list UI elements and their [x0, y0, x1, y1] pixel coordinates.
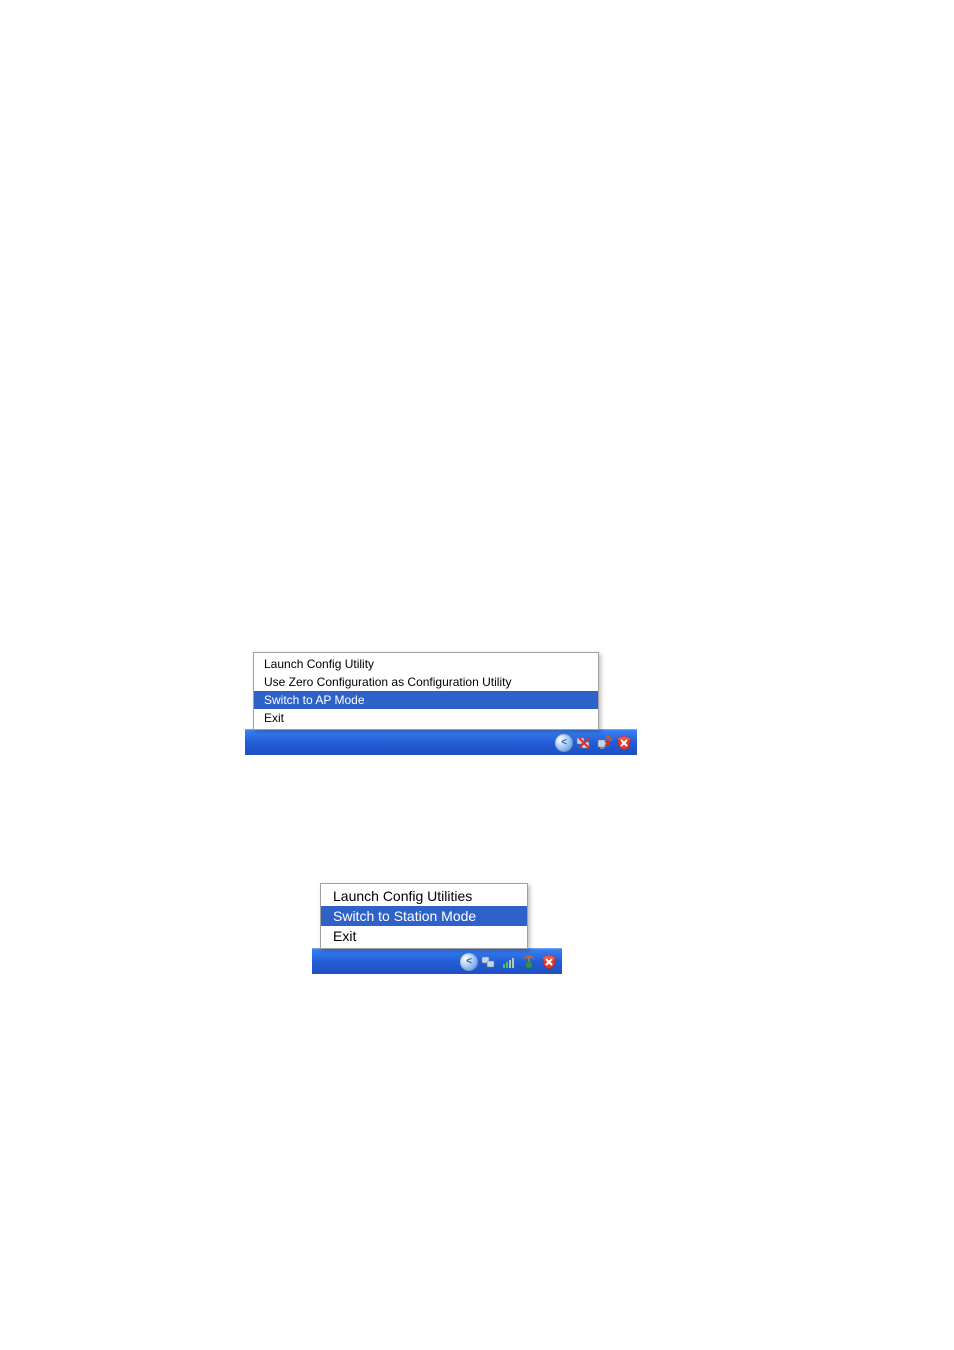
shield-alert-icon-2[interactable] [540, 953, 558, 971]
shield-alert-icon[interactable] [615, 734, 633, 752]
context-menu-block-1: Launch Config Utility Use Zero Configura… [245, 652, 637, 755]
menu-item-switch-station[interactable]: Switch to Station Mode [321, 906, 527, 926]
menu-item-switch-ap[interactable]: Switch to AP Mode [254, 691, 598, 709]
menu-item-launch-config[interactable]: Launch Config Utility [254, 655, 598, 673]
network-icon[interactable] [480, 953, 498, 971]
tray-area-2: < [460, 949, 558, 974]
context-menu-block-2: Launch Config Utilities Switch to Statio… [312, 883, 562, 974]
menu-item-zero-config[interactable]: Use Zero Configuration as Configuration … [254, 673, 598, 691]
network-disconnected-icon[interactable] [575, 734, 593, 752]
taskbar-1: < [245, 729, 637, 755]
taskbar-2: < [312, 948, 562, 974]
tray-chevron-icon[interactable]: < [555, 734, 573, 752]
tray-area-1: < [555, 730, 633, 755]
wireless-ap-icon[interactable] [520, 953, 538, 971]
menu-item-exit-2[interactable]: Exit [321, 926, 527, 946]
tray-chevron-label: < [561, 737, 567, 748]
context-menu-2: Launch Config Utilities Switch to Statio… [320, 883, 528, 949]
tray-chevron-label-2: < [466, 956, 472, 967]
menu-item-exit[interactable]: Exit [254, 709, 598, 727]
signal-bars-icon[interactable] [500, 953, 518, 971]
tray-chevron-icon-2[interactable]: < [460, 953, 478, 971]
wireless-signal-icon[interactable] [595, 734, 613, 752]
context-menu-1: Launch Config Utility Use Zero Configura… [253, 652, 599, 730]
menu-item-launch-utilities[interactable]: Launch Config Utilities [321, 886, 527, 906]
